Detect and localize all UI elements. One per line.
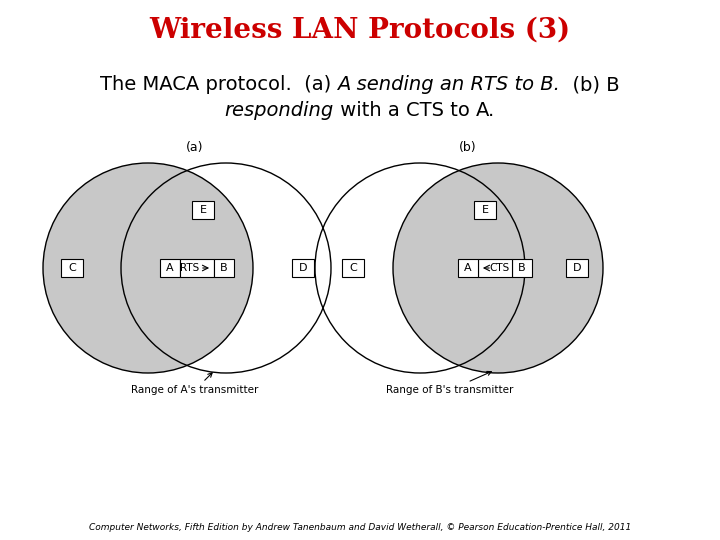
Text: with a CTS to: with a CTS to (334, 100, 476, 119)
FancyBboxPatch shape (458, 259, 478, 277)
Text: Range of B's transmitter: Range of B's transmitter (387, 372, 513, 395)
Text: (b) B: (b) B (560, 76, 620, 94)
FancyBboxPatch shape (61, 259, 83, 277)
FancyBboxPatch shape (478, 259, 512, 277)
Text: RTS: RTS (181, 263, 199, 273)
Text: (a): (a) (186, 140, 204, 153)
Text: E: E (199, 205, 207, 215)
FancyBboxPatch shape (292, 259, 314, 277)
Text: C: C (68, 263, 76, 273)
Text: responding: responding (225, 100, 334, 119)
Text: A sending an RTS to B.: A sending an RTS to B. (338, 76, 560, 94)
Text: A: A (166, 263, 174, 273)
Text: (b): (b) (459, 140, 477, 153)
Text: D: D (299, 263, 307, 273)
Text: A.: A. (476, 100, 495, 119)
FancyBboxPatch shape (512, 259, 532, 277)
FancyBboxPatch shape (342, 259, 364, 277)
Circle shape (43, 163, 253, 373)
FancyBboxPatch shape (180, 259, 214, 277)
Text: The MACA protocol.  (a): The MACA protocol. (a) (100, 76, 338, 94)
Text: Computer Networks, Fifth Edition by Andrew Tanenbaum and David Wetherall, © Pear: Computer Networks, Fifth Edition by Andr… (89, 523, 631, 532)
Text: CTS: CTS (490, 263, 510, 273)
Text: B: B (220, 263, 228, 273)
FancyBboxPatch shape (214, 259, 234, 277)
Text: D: D (572, 263, 581, 273)
Text: Range of A's transmitter: Range of A's transmitter (131, 373, 258, 395)
FancyBboxPatch shape (160, 259, 180, 277)
FancyBboxPatch shape (192, 201, 214, 219)
Text: B: B (518, 263, 526, 273)
Text: C: C (349, 263, 357, 273)
Text: Wireless LAN Protocols (3): Wireless LAN Protocols (3) (150, 17, 570, 44)
FancyBboxPatch shape (474, 201, 496, 219)
FancyBboxPatch shape (566, 259, 588, 277)
Circle shape (393, 163, 603, 373)
Text: A: A (464, 263, 472, 273)
Text: E: E (482, 205, 488, 215)
